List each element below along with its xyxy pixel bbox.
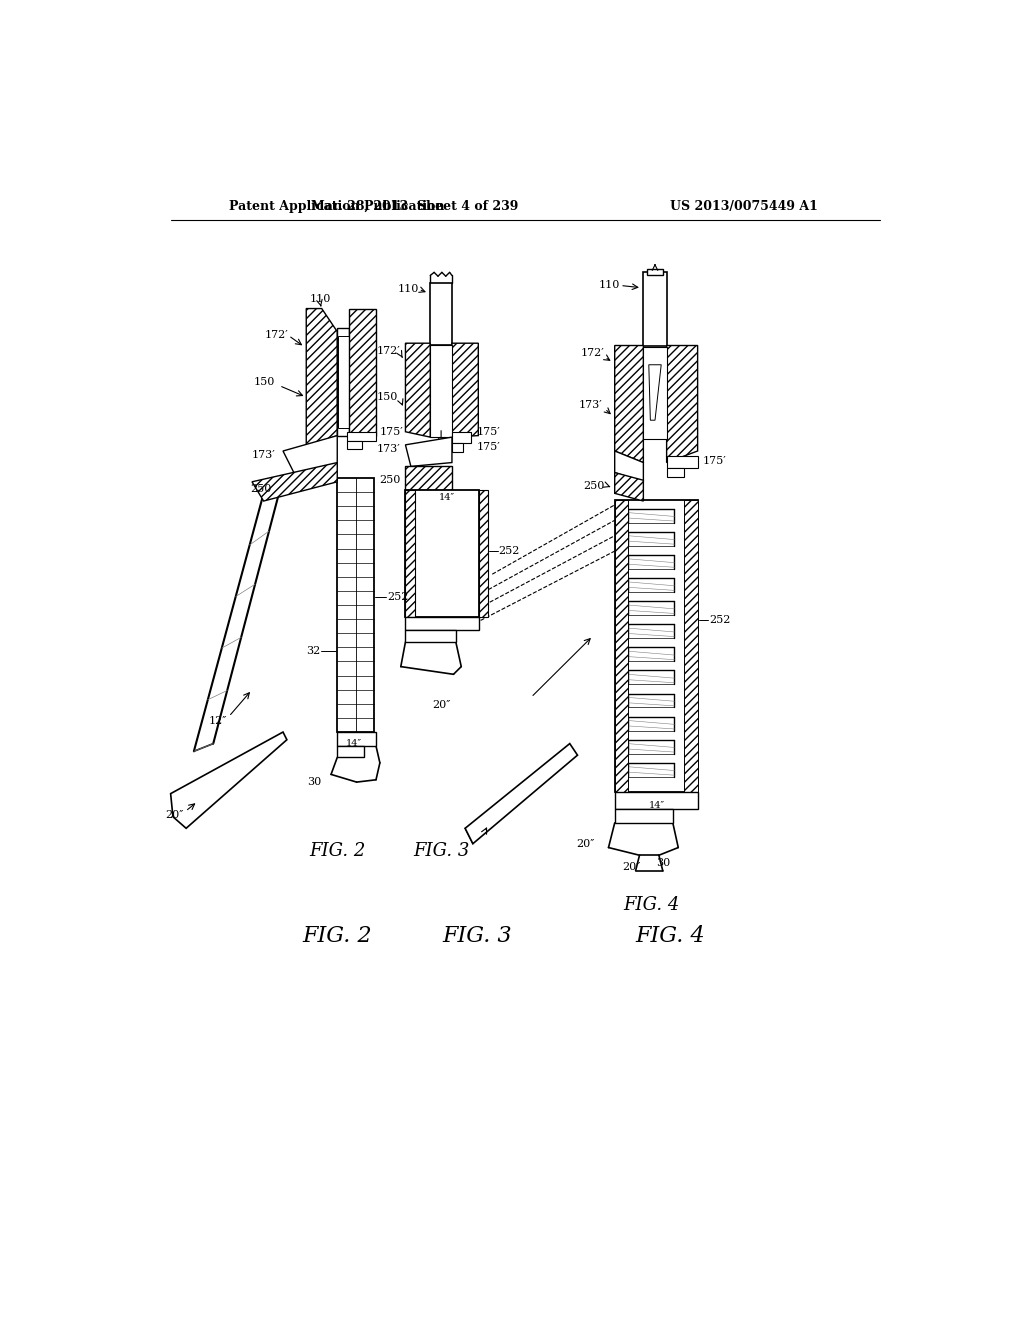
Text: FIG. 3: FIG. 3 — [414, 842, 470, 861]
Text: 252: 252 — [388, 593, 409, 602]
Text: 20″: 20″ — [577, 838, 595, 849]
Text: 173′: 173′ — [252, 450, 275, 459]
Bar — [614, 499, 628, 792]
Bar — [647, 268, 663, 275]
Polygon shape — [614, 346, 643, 462]
Text: 175′: 175′ — [477, 442, 501, 453]
Text: 14″: 14″ — [439, 492, 456, 502]
Text: 250: 250 — [380, 475, 400, 486]
Text: 110: 110 — [599, 280, 621, 290]
Polygon shape — [465, 743, 578, 843]
Text: 20″: 20″ — [623, 862, 641, 871]
Text: 172′: 172′ — [264, 330, 289, 341]
Polygon shape — [283, 436, 337, 474]
Polygon shape — [406, 437, 452, 466]
Bar — [643, 347, 667, 440]
Text: 250: 250 — [250, 484, 271, 495]
Text: 175′: 175′ — [703, 455, 727, 466]
Bar — [452, 442, 463, 451]
Text: Mar. 28, 2013  Sheet 4 of 239: Mar. 28, 2013 Sheet 4 of 239 — [311, 199, 518, 213]
Text: 250: 250 — [584, 480, 604, 491]
Polygon shape — [614, 473, 643, 502]
Text: 14″: 14″ — [648, 801, 665, 809]
Bar — [667, 469, 684, 478]
Bar — [614, 809, 673, 822]
Polygon shape — [406, 343, 430, 437]
Text: 252: 252 — [710, 615, 731, 626]
Text: 175′: 175′ — [380, 426, 403, 437]
Text: 14″: 14″ — [346, 739, 362, 748]
Text: 32: 32 — [306, 647, 321, 656]
Bar — [452, 432, 471, 442]
Bar — [684, 499, 697, 792]
Text: 252: 252 — [499, 546, 520, 556]
Bar — [479, 490, 488, 616]
Bar — [614, 792, 697, 809]
Text: 173′: 173′ — [579, 400, 602, 409]
Text: 150: 150 — [377, 392, 397, 403]
Text: 172′: 172′ — [581, 348, 604, 358]
Text: FIG. 4: FIG. 4 — [623, 896, 679, 915]
Bar — [337, 478, 375, 733]
Text: Patent Application Publication: Patent Application Publication — [228, 199, 444, 213]
Bar — [667, 457, 697, 469]
Text: 30: 30 — [656, 858, 671, 869]
Text: FIG. 3: FIG. 3 — [442, 925, 512, 948]
Text: US 2013/0075449 A1: US 2013/0075449 A1 — [671, 199, 818, 213]
Bar — [406, 490, 415, 616]
Bar — [406, 490, 479, 616]
Polygon shape — [171, 733, 287, 829]
Bar — [614, 499, 697, 792]
Text: FIG. 2: FIG. 2 — [309, 842, 366, 861]
Text: FIG. 2: FIG. 2 — [302, 925, 372, 948]
Bar — [337, 733, 376, 746]
Bar — [338, 335, 349, 428]
Bar — [346, 432, 376, 441]
Bar — [346, 441, 362, 449]
Bar — [406, 631, 456, 642]
Bar — [430, 345, 452, 437]
Polygon shape — [452, 343, 478, 437]
Bar — [406, 616, 479, 631]
Text: 172′: 172′ — [377, 346, 400, 356]
Text: 12″: 12″ — [209, 715, 227, 726]
Polygon shape — [667, 346, 697, 462]
Text: 110: 110 — [309, 294, 331, 305]
Text: 30: 30 — [307, 777, 322, 787]
Text: 20″: 20″ — [166, 810, 183, 820]
Polygon shape — [614, 451, 643, 482]
Polygon shape — [649, 364, 662, 420]
Text: 20″: 20″ — [433, 700, 451, 710]
Polygon shape — [252, 462, 337, 502]
Bar — [430, 284, 452, 345]
Text: FIG. 4: FIG. 4 — [636, 925, 706, 948]
Bar — [337, 746, 365, 758]
Text: 150: 150 — [254, 376, 275, 387]
Text: 175′: 175′ — [477, 426, 501, 437]
Polygon shape — [306, 309, 337, 447]
Bar — [406, 466, 452, 490]
Polygon shape — [337, 327, 349, 436]
Text: 173′: 173′ — [377, 445, 400, 454]
Bar — [643, 272, 667, 346]
Text: 110: 110 — [397, 284, 419, 294]
Polygon shape — [349, 309, 376, 436]
